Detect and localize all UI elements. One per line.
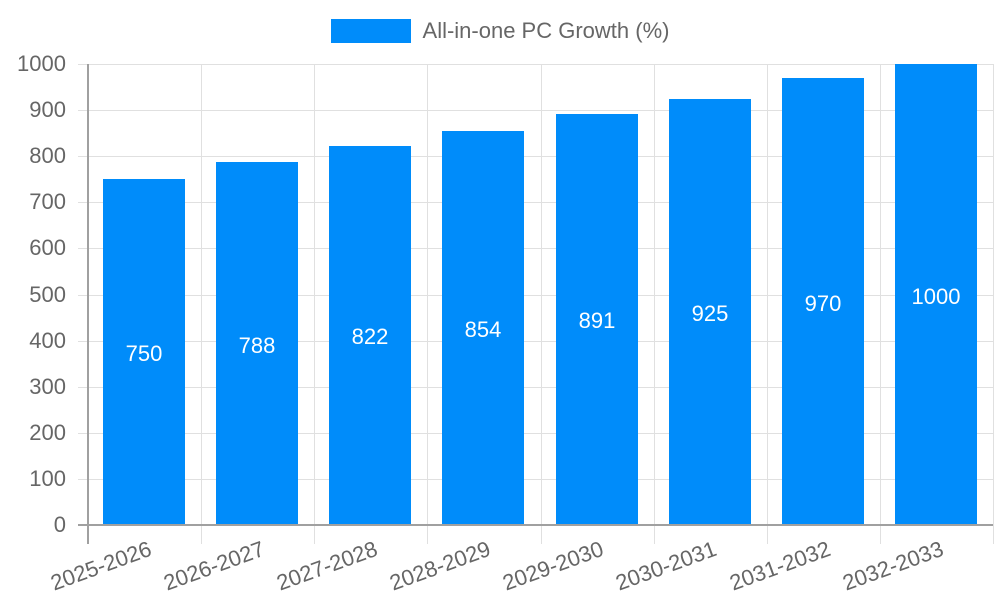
bar[interactable]: 822 bbox=[329, 146, 411, 525]
legend-label: All-in-one PC Growth (%) bbox=[422, 18, 670, 43]
gridline-vertical bbox=[314, 64, 315, 544]
gridline-vertical bbox=[767, 64, 768, 544]
gridline-vertical bbox=[993, 64, 994, 544]
x-tick-label: 2031-2032 bbox=[725, 536, 834, 596]
bar-value-label: 970 bbox=[804, 291, 842, 316]
gridline-horizontal bbox=[78, 295, 993, 296]
gridline-horizontal bbox=[78, 479, 993, 480]
gridline-horizontal bbox=[78, 202, 993, 203]
x-tick-label: 2027-2028 bbox=[273, 536, 381, 596]
gridline-horizontal bbox=[78, 64, 993, 65]
gridline-horizontal bbox=[78, 156, 993, 157]
legend[interactable]: All-in-one PC Growth (%) bbox=[0, 18, 1000, 44]
y-tick-label: 400 bbox=[29, 328, 66, 353]
bar-value-label: 925 bbox=[691, 301, 729, 326]
y-tick-label: 1000 bbox=[17, 51, 66, 76]
bar[interactable]: 854 bbox=[442, 131, 524, 525]
gridline-horizontal bbox=[78, 387, 993, 388]
y-tick-label: 600 bbox=[29, 235, 66, 260]
bar[interactable]: 750 bbox=[103, 179, 185, 525]
bar-value-label: 822 bbox=[351, 324, 389, 349]
bar[interactable]: 925 bbox=[669, 99, 751, 525]
bar-value-label: 788 bbox=[238, 333, 276, 358]
x-tick-label: 2026-2027 bbox=[160, 536, 268, 596]
bar-value-label: 750 bbox=[125, 341, 163, 366]
x-tick-label: 2030-2031 bbox=[612, 536, 721, 596]
y-tick-label: 800 bbox=[29, 143, 66, 168]
x-tick-label: 2032-2033 bbox=[839, 536, 947, 596]
y-tick-label: 700 bbox=[29, 189, 66, 214]
gridline-horizontal bbox=[78, 433, 993, 434]
gridline-vertical bbox=[654, 64, 655, 544]
y-tick-label: 0 bbox=[53, 512, 66, 537]
gridline-vertical bbox=[201, 64, 202, 544]
x-axis-line bbox=[78, 524, 993, 526]
bar[interactable]: 891 bbox=[556, 114, 638, 525]
y-axis-line bbox=[87, 64, 89, 544]
bar-value-label: 891 bbox=[578, 308, 616, 333]
y-tick-label: 900 bbox=[29, 97, 66, 122]
legend-swatch bbox=[330, 19, 411, 43]
bar[interactable]: 788 bbox=[216, 162, 298, 525]
x-tick-label: 2028-2029 bbox=[386, 536, 494, 596]
x-tick-label: 2029-2030 bbox=[499, 536, 608, 596]
gridline-horizontal bbox=[78, 341, 993, 342]
y-tick-label: 500 bbox=[29, 282, 66, 307]
gridline-horizontal bbox=[78, 110, 993, 111]
y-tick-label: 300 bbox=[29, 374, 66, 399]
bar[interactable]: 970 bbox=[782, 78, 864, 525]
y-tick-label: 100 bbox=[29, 466, 66, 491]
bar[interactable]: 1000 bbox=[895, 64, 977, 525]
gridline-vertical bbox=[427, 64, 428, 544]
bar-value-label: 854 bbox=[464, 317, 502, 342]
gridline-horizontal bbox=[78, 248, 993, 249]
y-tick-label: 200 bbox=[29, 420, 66, 445]
gridline-vertical bbox=[880, 64, 881, 544]
gridline-vertical bbox=[541, 64, 542, 544]
bar-value-label: 1000 bbox=[911, 284, 961, 309]
x-tick-label: 2025-2026 bbox=[47, 536, 155, 596]
